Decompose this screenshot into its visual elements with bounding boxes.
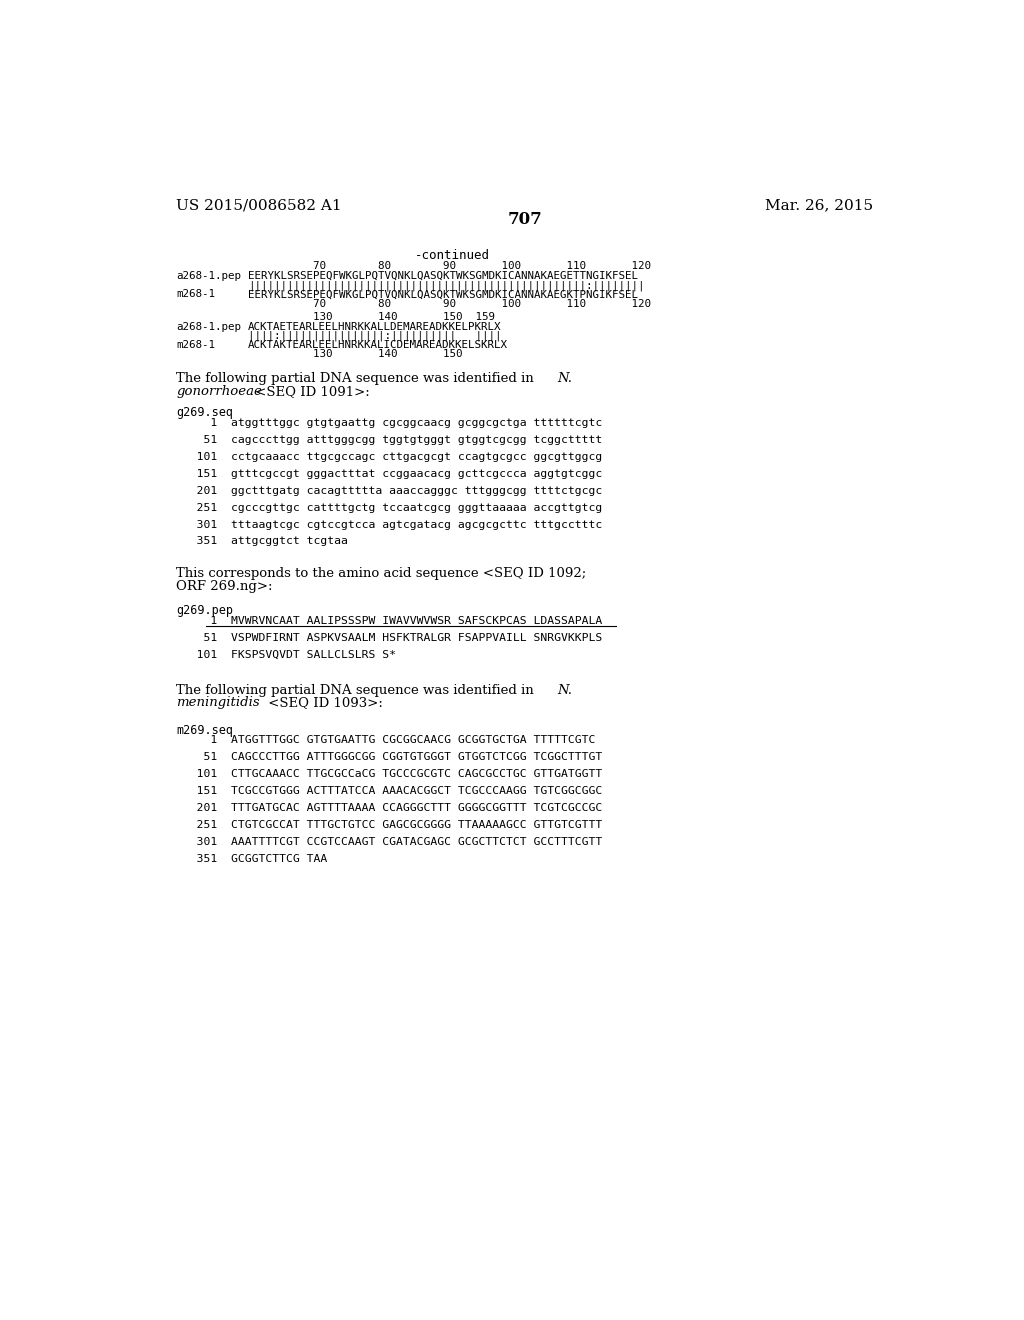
Text: 130       140       150  159: 130 140 150 159 — [248, 313, 496, 322]
Text: 51  cagcccttgg atttgggcgg tggtgtgggt gtggtcgcgg tcggcttttt: 51 cagcccttgg atttgggcgg tggtgtgggt gtgg… — [176, 434, 602, 445]
Text: 251  cgcccgttgc cattttgctg tccaatcgcg gggttaaaaa accgttgtcg: 251 cgcccgttgc cattttgctg tccaatcgcg ggg… — [176, 503, 602, 512]
Text: 201  ggctttgatg cacagttttta aaaccagggc tttgggcgg ttttctgcgc: 201 ggctttgatg cacagttttta aaaccagggc tt… — [176, 486, 602, 495]
Text: N.: N. — [557, 372, 572, 385]
Text: 130       140       150: 130 140 150 — [248, 350, 463, 359]
Text: m268-1: m268-1 — [176, 289, 215, 300]
Text: g269.pep: g269.pep — [176, 605, 233, 618]
Text: 301  AAATTTTCGT CCGTCCAAGT CGATACGAGC GCGCTTCTCT GCCTTTCGTT: 301 AAATTTTCGT CCGTCCAAGT CGATACGAGC GCG… — [176, 837, 602, 846]
Text: -continued: -continued — [415, 249, 489, 263]
Text: 301  tttaagtcgc cgtccgtcca agtcgatacg agcgcgcttc tttgcctttc: 301 tttaagtcgc cgtccgtcca agtcgatacg agc… — [176, 520, 602, 529]
Text: 1  ATGGTTTGGC GTGTGAATTG CGCGGCAACG GCGGTGCTGA TTTTTCGTC: 1 ATGGTTTGGC GTGTGAATTG CGCGGCAACG GCGGT… — [176, 735, 595, 744]
Text: a268-1.pep: a268-1.pep — [176, 271, 241, 281]
Text: The following partial DNA sequence was identified in: The following partial DNA sequence was i… — [176, 684, 538, 697]
Text: ACKTAKTEARLEELHNRKKALICDEMAREADKKELSKRLX: ACKTAKTEARLEELHNRKKALICDEMAREADKKELSKRLX — [248, 341, 508, 350]
Text: gonorrhoeae: gonorrhoeae — [176, 385, 262, 397]
Text: 1  MVWRVNCAAT AALIPSSSPW IWAVVWVWSR SAFSCKPCAS LDASSAPALA: 1 MVWRVNCAAT AALIPSSSPW IWAVVWVWSR SAFSC… — [176, 615, 602, 626]
Text: <SEQ ID 1091>:: <SEQ ID 1091>: — [251, 385, 370, 397]
Text: 70        80        90       100       110       120: 70 80 90 100 110 120 — [248, 261, 651, 271]
Text: 351  attgcggtct tcgtaa: 351 attgcggtct tcgtaa — [176, 536, 348, 546]
Text: 101  cctgcaaacc ttgcgccagc cttgacgcgt ccagtgcgcc ggcgttggcg: 101 cctgcaaacc ttgcgccagc cttgacgcgt cca… — [176, 451, 602, 462]
Text: 101  FKSPSVQVDT SALLCLSLRS S*: 101 FKSPSVQVDT SALLCLSLRS S* — [176, 649, 396, 660]
Text: 70        80        90       100       110       120: 70 80 90 100 110 120 — [248, 298, 651, 309]
Text: ||||||||||||||||||||||||||||||||||||||||||||||||||||:||||||||: ||||||||||||||||||||||||||||||||||||||||… — [248, 280, 645, 290]
Text: ||||:||||||||||||||||:||||||||||   ||||: ||||:||||||||||||||||:|||||||||| |||| — [248, 331, 502, 342]
Text: meningitidis: meningitidis — [176, 696, 260, 709]
Text: m268-1: m268-1 — [176, 341, 215, 350]
Text: 151  TCGCCGTGGG ACTTTATCCA AAACACGGCT TCGCCCAAGG TGTCGGCGGC: 151 TCGCCGTGGG ACTTTATCCA AAACACGGCT TCG… — [176, 785, 602, 796]
Text: N.: N. — [557, 684, 572, 697]
Text: ORF 269.ng>:: ORF 269.ng>: — [176, 579, 272, 593]
Text: This corresponds to the amino acid sequence <SEQ ID 1092;: This corresponds to the amino acid seque… — [176, 568, 587, 581]
Text: The following partial DNA sequence was identified in: The following partial DNA sequence was i… — [176, 372, 538, 385]
Text: 201  TTTGATGCAC AGTTTTAAAA CCAGGGCTTT GGGGCGGTTT TCGTCGCCGC: 201 TTTGATGCAC AGTTTTAAAA CCAGGGCTTT GGG… — [176, 803, 602, 813]
Text: 1  atggtttggc gtgtgaattg cgcggcaacg gcggcgctga ttttttcgtc: 1 atggtttggc gtgtgaattg cgcggcaacg gcggc… — [176, 418, 602, 428]
Text: Mar. 26, 2015: Mar. 26, 2015 — [765, 198, 873, 213]
Text: <SEQ ID 1093>:: <SEQ ID 1093>: — [263, 696, 383, 709]
Text: 151  gtttcgccgt gggactttat ccggaacacg gcttcgccca aggtgtcggc: 151 gtttcgccgt gggactttat ccggaacacg gct… — [176, 469, 602, 479]
Text: g269.seq: g269.seq — [176, 407, 233, 420]
Text: 351  GCGGTCTTCG TAA: 351 GCGGTCTTCG TAA — [176, 854, 328, 863]
Text: EERYKLSRSEPEQFWKGLPQTVQNKLQASQKTWKSGMDKICANNAKAEGETTNGIKFSEL: EERYKLSRSEPEQFWKGLPQTVQNKLQASQKTWKSGMDKI… — [248, 271, 638, 281]
Text: EERYKLSRSEPEQFWKGLPQTVQNKLQASQKTWKSGMDKICANNAKAEGKTPNGIKFSEL: EERYKLSRSEPEQFWKGLPQTVQNKLQASQKTWKSGMDKI… — [248, 289, 638, 300]
Text: 251  CTGTCGCCAT TTTGCTGTCC GAGCGCGGGG TTAAAAAGCC GTTGTCGTTT: 251 CTGTCGCCAT TTTGCTGTCC GAGCGCGGGG TTA… — [176, 820, 602, 830]
Text: 51  VSPWDFIRNT ASPKVSAALM HSFKTRALGR FSAPPVAILL SNRGVKKPLS: 51 VSPWDFIRNT ASPKVSAALM HSFKTRALGR FSAP… — [176, 632, 602, 643]
Text: US 2015/0086582 A1: US 2015/0086582 A1 — [176, 198, 342, 213]
Text: a268-1.pep: a268-1.pep — [176, 322, 241, 331]
Text: 51  CAGCCCTTGG ATTTGGGCGG CGGTGTGGGT GTGGTCTCGG TCGGCTTTGT: 51 CAGCCCTTGG ATTTGGGCGG CGGTGTGGGT GTGG… — [176, 752, 602, 762]
Text: 101  CTTGCAAACC TTGCGCCaCG TGCCCGCGTC CAGCGCCTGC GTTGATGGTT: 101 CTTGCAAACC TTGCGCCaCG TGCCCGCGTC CAG… — [176, 770, 602, 779]
Text: 707: 707 — [508, 211, 542, 228]
Text: ACKTAETEARLEELHNRKKALLDEMAREADKKELPKRLX: ACKTAETEARLEELHNRKKALLDEMAREADKKELPKRLX — [248, 322, 502, 331]
Text: m269.seq: m269.seq — [176, 723, 233, 737]
